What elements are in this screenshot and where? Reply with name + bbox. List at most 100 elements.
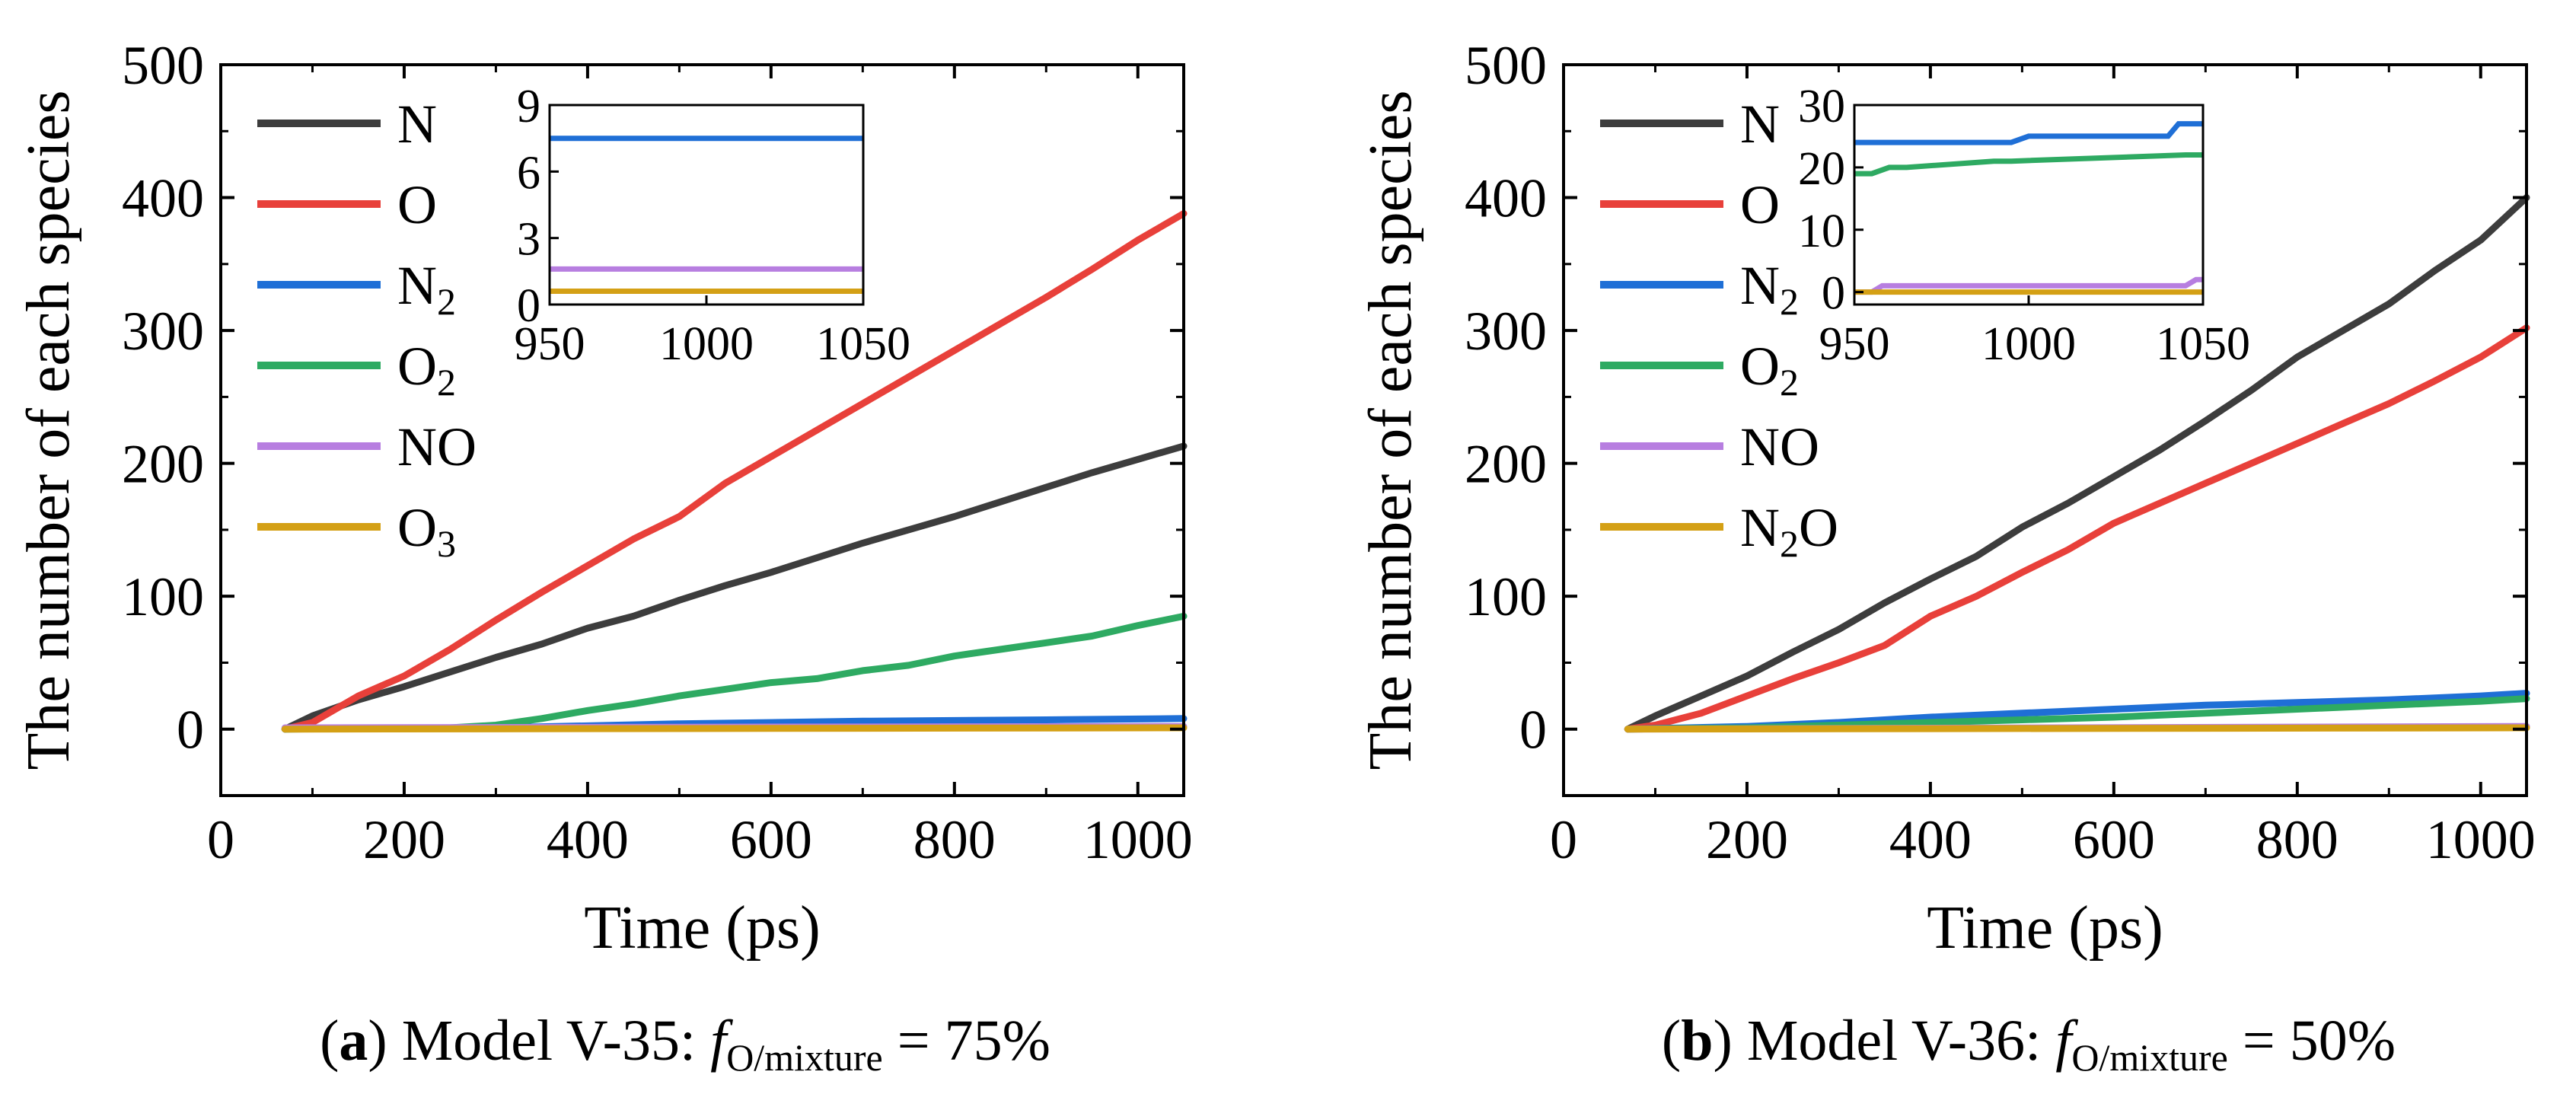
- x-tick-label: 1000: [1083, 809, 1193, 870]
- legend-label-O2: O2: [397, 336, 456, 403]
- inset-y-tick-label: 6: [517, 147, 540, 199]
- series-line-N: [281, 442, 1188, 733]
- series-label-subscript: 3: [437, 522, 456, 565]
- series-label-subscript: 2: [437, 361, 456, 403]
- inset-x-tick-label: 950: [515, 318, 585, 370]
- series-label-subscript: 2: [1780, 280, 1799, 323]
- inset-background: [550, 105, 863, 305]
- panel-caption: (a) Model V-35: fO/mixture = 75%: [320, 1009, 1050, 1079]
- inset-series-line-O2: [1854, 152, 2203, 177]
- inset-x-tick-label: 1050: [816, 318, 910, 370]
- inset-y-tick-label: 3: [517, 214, 540, 266]
- caption-paren: (: [320, 1009, 339, 1073]
- series-line-O: [281, 210, 1188, 733]
- y-tick-label: 500: [122, 35, 204, 96]
- caption-f-subscript: O/mixture: [726, 1036, 883, 1079]
- series-label-base: N: [1740, 94, 1780, 155]
- y-tick-label: 200: [1465, 434, 1547, 495]
- x-tick-label: 400: [1889, 809, 1972, 870]
- series-label-base: O: [1740, 174, 1780, 235]
- inset-y-tick-label: 30: [1798, 81, 1845, 132]
- caption-model: Model V-35:: [402, 1009, 710, 1073]
- caption-model: Model V-36:: [1747, 1009, 2055, 1073]
- y-axis-title: The number of each species: [1357, 91, 1424, 770]
- series-label-base: N: [1740, 497, 1780, 558]
- caption-f-subscript: O/mixture: [2071, 1036, 2228, 1079]
- caption-value: 50%: [2290, 1009, 2396, 1073]
- plot-frame: [1562, 63, 2528, 797]
- legend-label-O2: O2: [1740, 336, 1799, 403]
- legend-label-NO: NO: [1740, 416, 1819, 477]
- legend-label-O: O: [397, 174, 437, 235]
- legend-label-NO: NO: [397, 416, 477, 477]
- inset-x-tick-label: 1000: [659, 318, 754, 370]
- series-label-subscript: 2: [437, 280, 456, 323]
- y-tick-label: 200: [122, 434, 204, 495]
- inset-x-tick-label: 950: [1819, 318, 1890, 370]
- inset: 950 1000 1050 0 10 20 30: [1798, 81, 2250, 370]
- inset-series-line-N2: [1854, 121, 2203, 145]
- legend-label-N: N: [397, 94, 437, 155]
- y-axis-title: The number of each species: [15, 91, 82, 770]
- legend-label-O3: O3: [397, 497, 456, 565]
- plot-frame: [219, 63, 1185, 797]
- series-line-O3: [281, 724, 1188, 733]
- series-label-suffix: O: [1799, 497, 1838, 558]
- x-tick-label: 600: [2073, 809, 2155, 870]
- x-tick-label: 200: [363, 809, 445, 870]
- caption-value: 75%: [945, 1009, 1050, 1073]
- series-lines: [1624, 194, 2530, 733]
- x-tick-label: 800: [2256, 809, 2338, 870]
- y-tick-label: 500: [1465, 35, 1547, 96]
- series-label-base: N: [397, 94, 437, 155]
- caption-label: b: [1681, 1009, 1713, 1073]
- series-label-base: O: [397, 336, 437, 397]
- inset-y-tick-label: 10: [1798, 206, 1845, 257]
- y-tick-label: 300: [122, 301, 204, 362]
- legend-label-N2: N2: [1740, 255, 1799, 323]
- series-lines: [281, 210, 1188, 733]
- inset-y-tick-label: 9: [517, 81, 540, 132]
- caption-equals: =: [883, 1009, 945, 1073]
- series-label-base: NO: [397, 416, 477, 477]
- legend-label-O: O: [1740, 174, 1780, 235]
- y-tick-label: 0: [177, 700, 204, 761]
- inset-y-tick-label: 0: [517, 280, 540, 332]
- y-tick-label: 400: [1465, 168, 1547, 229]
- y-tick-label: 400: [122, 168, 204, 229]
- panel-caption: (b) Model V-36: fO/mixture = 50%: [1662, 1009, 2396, 1079]
- series-line-O: [1624, 324, 2530, 733]
- caption-paren: (: [1662, 1009, 1681, 1073]
- caption-paren: ): [1714, 1009, 1747, 1073]
- y-tick-label: 100: [122, 566, 204, 627]
- x-tick-label: 400: [547, 809, 629, 870]
- inset-x-tick-label: 1050: [2156, 318, 2250, 370]
- inset-y-tick-label: 0: [1822, 268, 1845, 320]
- panel-a: 0 200 400 600 800 1000 0 100 200 300 400 500 Time (p…: [15, 35, 1193, 1079]
- y-tick-label: 300: [1465, 301, 1547, 362]
- legend-label-N2O: N2O: [1740, 497, 1838, 565]
- caption-label: a: [339, 1009, 368, 1073]
- inset-x-tick-label: 1000: [1981, 318, 2076, 370]
- legend-label-N2: N2: [397, 255, 456, 323]
- caption-paren: ): [368, 1009, 401, 1073]
- series-label-base: O: [1740, 336, 1780, 397]
- caption-equals: =: [2228, 1009, 2290, 1073]
- inset-y-tick-label: 20: [1798, 143, 1845, 195]
- series-label-base: O: [397, 497, 437, 558]
- series-label-base: NO: [1740, 416, 1819, 477]
- series-line-N2O: [1624, 724, 2530, 733]
- series-line-O2: [281, 612, 1188, 733]
- inset: 950 1000 1050 0 3 6 9: [515, 81, 911, 370]
- series-line-N: [1624, 194, 2530, 733]
- x-tick-label: 1000: [2426, 809, 2536, 870]
- y-tick-label: 100: [1465, 566, 1547, 627]
- x-axis-title: Time (ps): [584, 895, 820, 962]
- series-label-subscript: 2: [1780, 522, 1799, 565]
- legend-label-N: N: [1740, 94, 1780, 155]
- x-tick-label: 0: [207, 809, 234, 870]
